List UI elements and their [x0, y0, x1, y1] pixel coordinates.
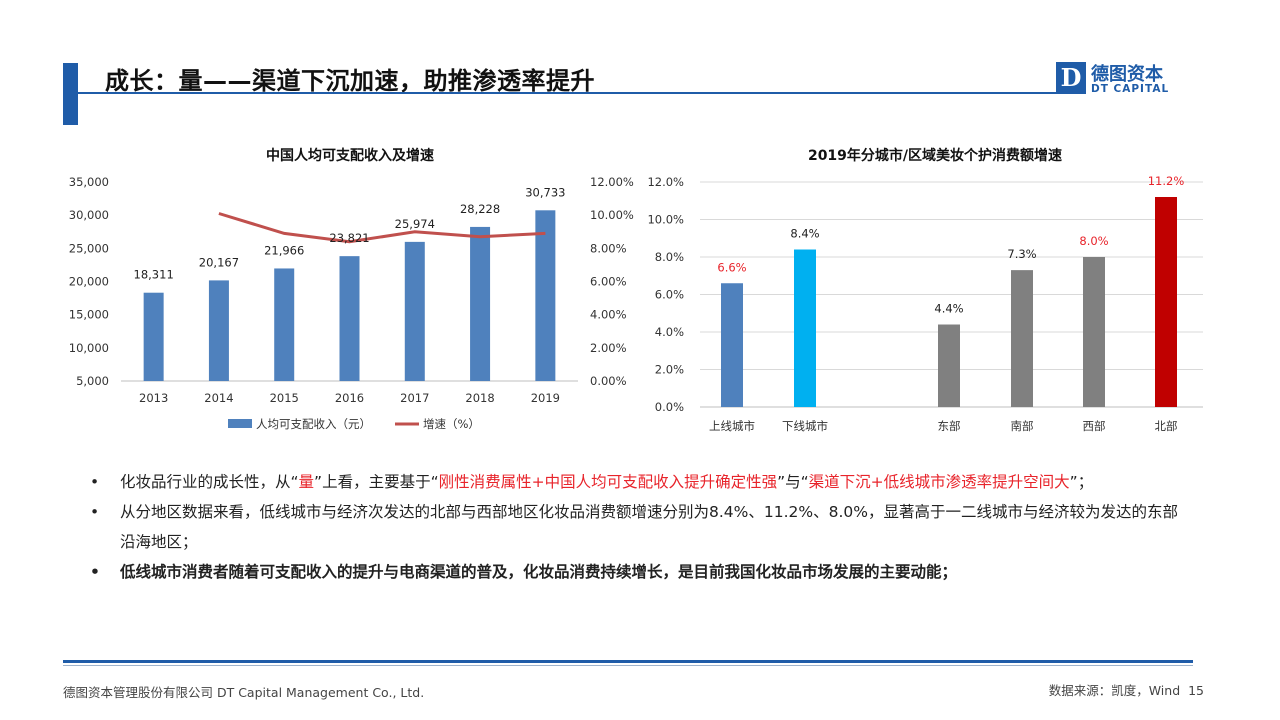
x-tick-label: 2014	[204, 391, 233, 405]
legend-label-income: 人均可支配收入（元）	[256, 417, 371, 431]
y-tick-label: 10.0%	[647, 213, 684, 227]
y-tick-label: 8.0%	[655, 250, 684, 264]
legend-swatch-income	[228, 419, 252, 428]
region-growth-chart: 12.0% 10.0% 8.0% 6.0% 4.0% 2.0% 0.0% 6.6% 上线城市 8.…	[647, 174, 1203, 433]
data-label: 4.4%	[934, 302, 963, 316]
bullet-item-growth: • 化妆品行业的成长性，从“量”上看，主要基于“刚性消费属性+中国人均可支配收入…	[90, 467, 1180, 497]
data-label: 25,974	[395, 217, 435, 231]
bar	[1155, 197, 1177, 407]
bar	[794, 249, 816, 407]
bar	[938, 324, 960, 407]
data-label: 7.3%	[1007, 247, 1036, 261]
logo-chinese-name: 德图资本	[1091, 64, 1163, 85]
highlight-channel-sinking: 渠道下沉+低线城市渗透率提升空间大	[808, 473, 1070, 491]
x-tick-label: 2013	[139, 391, 168, 405]
data-label: 21,966	[264, 243, 304, 257]
series-line-growth	[218, 212, 546, 244]
data-label: 28,228	[460, 202, 500, 216]
legend-label-growth: 增速（%）	[423, 417, 480, 431]
income-chart: 35,000 30,000 25,000 20,000 15,000 10,000 5,00…	[69, 175, 634, 431]
bullet-dot: •	[90, 473, 100, 491]
bullet-item-regional: • 从分地区数据来看，低线城市与经济次发达的北部与西部地区化妆品消费额增速分别为…	[90, 497, 1180, 557]
x-tick-label: 2017	[400, 391, 429, 405]
y-tick-label-right: 10.00%	[590, 208, 634, 222]
y-tick-label-left: 10,000	[69, 341, 109, 355]
y-tick-label: 6.0%	[655, 288, 684, 302]
y-tick-label: 4.0%	[655, 325, 684, 339]
y-tick-label: 0.0%	[655, 400, 684, 414]
data-label: 23,821	[329, 231, 369, 245]
logo-english-name: DT CAPITAL	[1091, 83, 1170, 95]
data-label: 8.0%	[1079, 234, 1108, 248]
x-tick-label: 南部	[1011, 419, 1034, 433]
bar	[1011, 270, 1033, 407]
bullet-dot: •	[90, 503, 100, 521]
data-label: 20,167	[199, 255, 239, 269]
bar	[404, 241, 425, 381]
data-label: 6.6%	[717, 260, 746, 274]
y-tick-label-right: 0.00%	[590, 374, 627, 388]
bullet-item-driver: • 低线城市消费者随着可支配收入的提升与电商渠道的普及，化妆品消费持续增长，是目…	[90, 557, 1180, 587]
x-tick-label: 东部	[938, 419, 961, 433]
y-tick-label-left: 25,000	[69, 241, 109, 255]
y-tick-label-left: 30,000	[69, 208, 109, 222]
bar	[721, 283, 743, 407]
x-tick-label: 下线城市	[782, 419, 828, 433]
income-chart-title: 中国人均可支配收入及增速	[266, 148, 434, 164]
y-tick-label-right: 6.00%	[590, 275, 627, 289]
bar	[208, 280, 229, 381]
y-tick-label-left: 15,000	[69, 308, 109, 322]
data-label: 30,733	[525, 185, 565, 199]
footer-divider-thin	[63, 665, 1193, 666]
bar	[535, 210, 556, 381]
data-label: 11.2%	[1148, 174, 1185, 188]
page-title: 成长：量——渠道下沉加速，助推渗透率提升	[105, 67, 595, 95]
highlight-volume: 量	[298, 473, 315, 491]
title-divider	[63, 92, 1075, 94]
y-tick-label-right: 2.00%	[590, 341, 627, 355]
bullet-list: • 化妆品行业的成长性，从“量”上看，主要基于“刚性消费属性+中国人均可支配收入…	[90, 467, 1180, 587]
y-tick-label-right: 4.00%	[590, 308, 627, 322]
page-number: 15	[1188, 683, 1204, 698]
data-label: 18,311	[134, 268, 174, 282]
bar	[143, 292, 164, 381]
highlight-rigid-demand: 刚性消费属性+中国人均可支配收入提升确定性强	[438, 473, 778, 491]
data-label: 8.4%	[790, 227, 819, 241]
x-tick-label: 西部	[1083, 419, 1106, 433]
footer-divider	[63, 660, 1193, 663]
y-tick-label: 2.0%	[655, 363, 684, 377]
footer-company: 德图资本管理股份有限公司 DT Capital Management Co., …	[63, 685, 425, 700]
footer-source: 数据来源：凯度，Wind 15	[1048, 683, 1204, 698]
logo-mark-icon: D	[1056, 62, 1086, 94]
y-tick-label-left: 20,000	[69, 275, 109, 289]
x-tick-label: 上线城市	[709, 419, 755, 433]
bar	[274, 268, 295, 381]
y-tick-label: 12.0%	[647, 175, 684, 189]
y-tick-label-right: 8.00%	[590, 241, 627, 255]
dt-capital-logo: D 德图资本 DT CAPITAL	[1056, 62, 1186, 98]
region-growth-chart-title: 2019年分城市/区域美妆个护消费额增速	[807, 148, 1063, 164]
bar	[1083, 257, 1105, 407]
x-tick-label: 2019	[531, 391, 560, 405]
x-tick-label: 2018	[465, 391, 494, 405]
y-tick-label-right: 12.00%	[590, 175, 634, 189]
bar	[339, 256, 360, 381]
x-tick-label: 2016	[335, 391, 364, 405]
title-accent-bar	[63, 63, 78, 125]
x-tick-label: 北部	[1155, 419, 1178, 433]
bar	[470, 226, 491, 381]
y-tick-label-left: 35,000	[69, 175, 109, 189]
y-tick-label-left: 5,000	[76, 374, 109, 388]
bullet-dot: •	[90, 563, 100, 581]
x-tick-label: 2015	[270, 391, 299, 405]
